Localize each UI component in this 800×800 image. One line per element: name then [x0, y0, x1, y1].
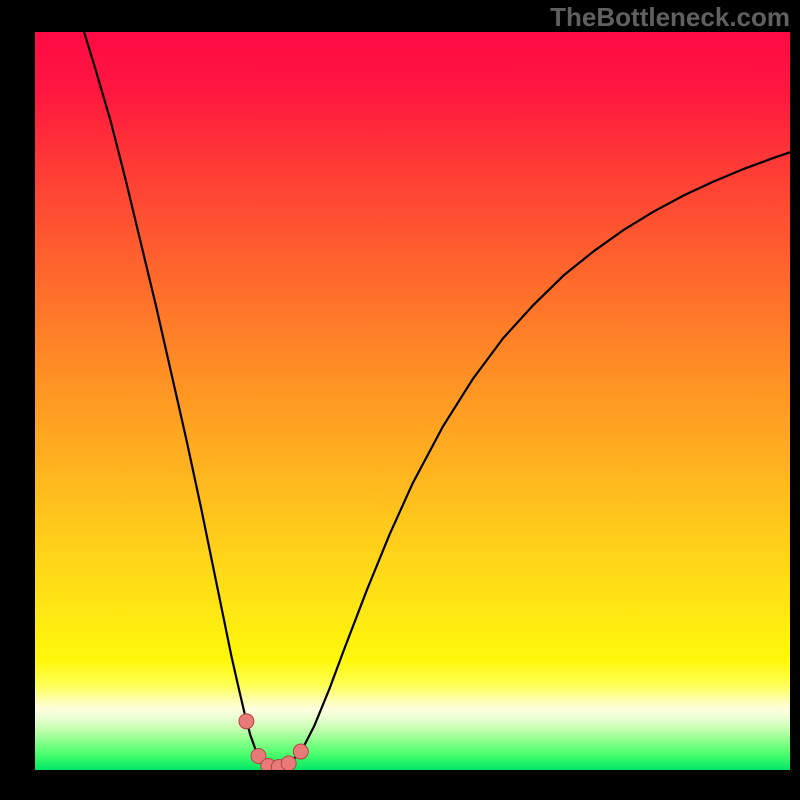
bottleneck-curve: [84, 32, 790, 767]
watermark-text: TheBottleneck.com: [550, 2, 790, 33]
curve-marker: [293, 744, 308, 759]
curve-marker: [281, 756, 296, 770]
curve-layer: [35, 32, 790, 770]
marker-group: [239, 714, 308, 770]
curve-marker: [239, 714, 254, 729]
plot-area: [35, 32, 790, 770]
chart-root: TheBottleneck.com: [0, 0, 800, 800]
